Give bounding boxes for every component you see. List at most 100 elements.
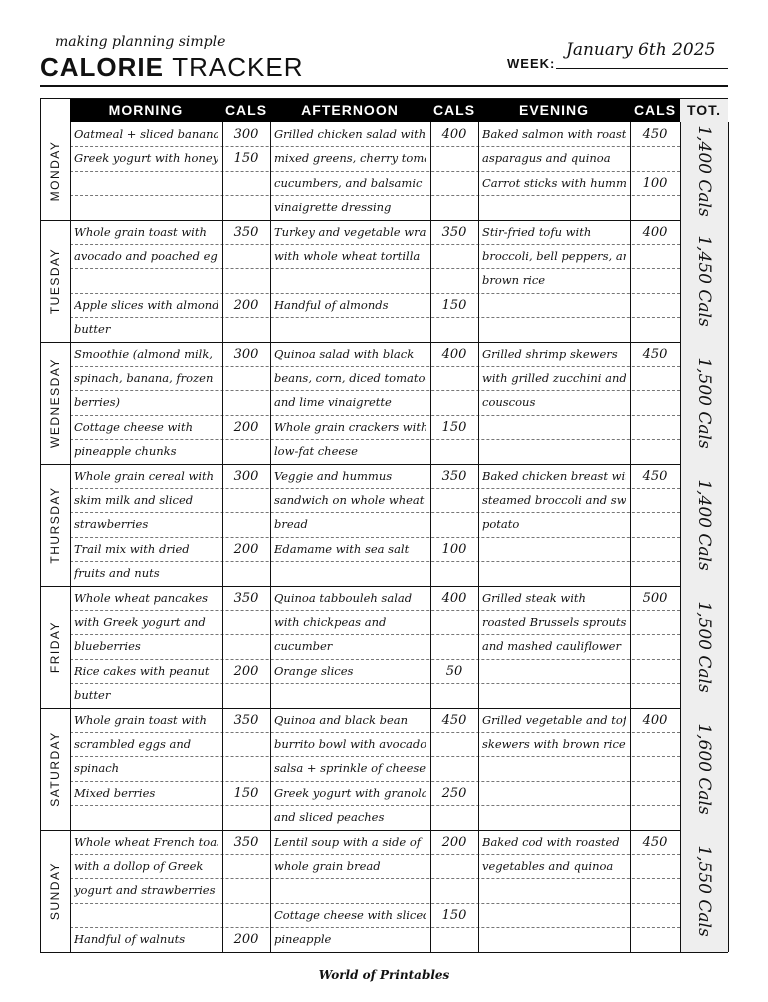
week-value: January 6th 2025 — [566, 40, 716, 60]
day-total: 1,600 Cals — [694, 722, 714, 815]
day-total: 1,400 Cals — [694, 478, 714, 571]
calories: 150 — [233, 785, 259, 801]
title-bold: CALORIE — [40, 52, 164, 82]
meal-text: Apple slices with almond — [74, 297, 218, 312]
row-divider — [70, 512, 680, 514]
row-divider — [70, 732, 680, 733]
meal-text: Whole grain crackers with — [274, 419, 426, 434]
column-line — [70, 122, 71, 952]
meal-text: Carrot sticks with hummus — [482, 175, 626, 190]
meal-text: whole grain bread — [274, 859, 381, 873]
meal-text: butter — [74, 688, 111, 703]
calories: 450 — [642, 834, 668, 850]
calories: 200 — [441, 834, 467, 850]
calories: 350 — [233, 590, 259, 606]
meal-text: Stir-fried tofu with — [482, 224, 592, 239]
row-divider — [70, 658, 680, 660]
week-label: WEEK: — [507, 56, 556, 71]
meal-text: Whole grain toast with — [74, 712, 207, 727]
calories: 50 — [445, 663, 463, 679]
day-name: FRIDAY — [48, 620, 62, 673]
calories: 150 — [441, 297, 467, 313]
meal-text: and mashed cauliflower — [482, 639, 621, 654]
calories: 150 — [441, 907, 467, 923]
meal-text: skim milk and sliced — [74, 493, 194, 507]
calories: 450 — [441, 712, 467, 728]
row-divider — [70, 854, 680, 855]
title: CALORIE TRACKER — [40, 52, 303, 83]
meal-text: potato — [482, 517, 520, 532]
column-line — [630, 122, 631, 952]
day-name: THURSDAY — [48, 486, 62, 564]
row-divider — [70, 292, 680, 294]
day-divider — [40, 829, 728, 831]
calories: 200 — [233, 419, 259, 435]
row-divider — [70, 927, 680, 929]
column-line — [270, 122, 271, 952]
row-divider — [70, 902, 680, 904]
row-divider — [70, 561, 680, 563]
row-divider — [70, 536, 680, 538]
footer: World of Printables — [318, 968, 450, 982]
meal-text: sandwich on whole wheat — [274, 493, 425, 507]
meal-text: Oatmeal + sliced bananas — [74, 127, 218, 141]
day-divider — [40, 341, 728, 343]
total-cell — [680, 219, 728, 342]
column-header: MORNING — [70, 98, 222, 122]
calories: 300 — [233, 127, 259, 142]
meal-text: Lentil soup with a side of — [274, 834, 422, 849]
meal-text: bread — [274, 517, 308, 532]
calories: 350 — [233, 712, 259, 728]
meal-text: Baked salmon with roasted — [482, 127, 626, 141]
meal-text: Greek yogurt with honey — [74, 151, 218, 166]
meal-text: Rice cakes with peanut — [74, 663, 210, 678]
total-cell — [680, 585, 728, 708]
column-line — [222, 122, 223, 952]
meal-text: pineapple — [274, 932, 332, 947]
meal-text: and sliced peaches — [274, 810, 385, 825]
meal-text: cucumber — [274, 639, 333, 654]
row-divider — [70, 439, 680, 441]
header-corner — [40, 98, 70, 122]
calories: 350 — [233, 834, 259, 850]
day-name: TUESDAY — [48, 247, 62, 314]
row-divider — [70, 146, 680, 148]
total-cell — [680, 341, 728, 464]
day-total: 1,550 Cals — [694, 844, 714, 937]
row-divider — [70, 414, 680, 416]
day-name: SATURDAY — [48, 730, 62, 807]
day-name: SUNDAY — [48, 861, 62, 920]
meal-text: pineapple chunks — [74, 444, 177, 459]
column-line — [40, 98, 41, 952]
meal-text: Whole wheat French toast — [74, 834, 218, 849]
meal-text: Mixed berries — [74, 785, 156, 800]
calories: 400 — [642, 224, 668, 240]
meal-text: beans, corn, diced tomatoes, — [274, 371, 426, 385]
meal-text: avocado and poached eggs — [74, 249, 218, 263]
meal-text: Cottage cheese with — [74, 419, 194, 434]
meal-text: spinach — [74, 761, 120, 776]
row-divider — [70, 683, 680, 685]
calories: 200 — [233, 297, 259, 313]
calories: 150 — [233, 151, 259, 167]
week-underline — [556, 68, 728, 69]
meal-text: Grilled steak with — [482, 590, 586, 605]
meal-text: couscous — [482, 395, 536, 410]
meal-text: brown rice — [482, 273, 546, 288]
tagline: making planning simple — [55, 34, 226, 50]
meal-text: Baked cod with roasted — [482, 834, 620, 849]
meal-text: strawberries — [74, 517, 149, 532]
day-divider — [40, 707, 728, 709]
calories: 400 — [441, 590, 467, 606]
meal-text: blueberries — [74, 639, 141, 654]
meal-text: with a dollop of Greek — [74, 859, 204, 873]
row-divider — [70, 488, 680, 489]
meal-text: Quinoa tabbouleh salad — [274, 590, 413, 605]
meal-text: Orange slices — [274, 663, 354, 678]
meal-text: Whole wheat pancakes — [74, 590, 209, 605]
meal-text: fruits and nuts — [74, 566, 160, 581]
meal-text: skewers with brown rice — [482, 737, 626, 751]
meal-text: broccoli, bell peppers, and — [482, 249, 626, 263]
meal-text: Edamame with sea salt — [274, 541, 410, 556]
